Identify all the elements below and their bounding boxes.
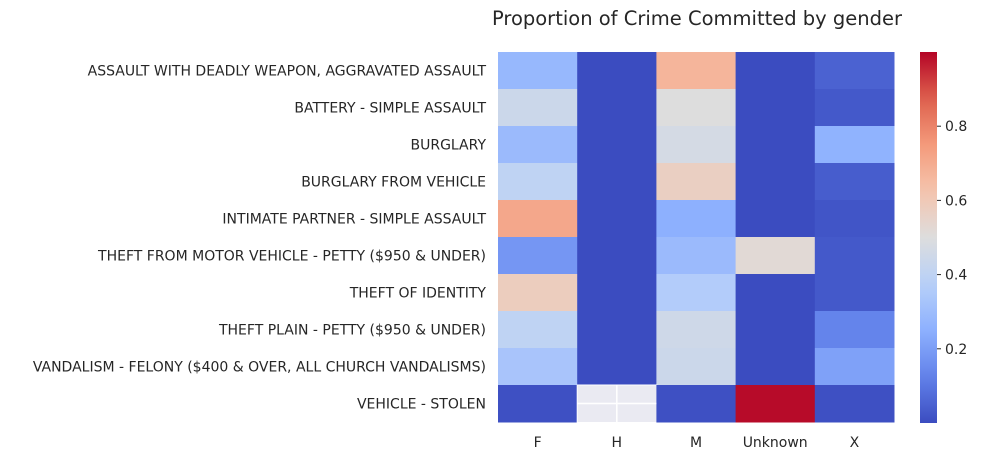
heatmap-cell xyxy=(498,163,578,201)
heatmap-cell xyxy=(814,348,895,386)
y-tick-label: VANDALISM - FELONY ($400 & OVER, ALL CHU… xyxy=(33,360,486,376)
heatmap-cell xyxy=(656,237,737,275)
heatmap-cell xyxy=(656,126,737,164)
x-axis-tick-labels: F H M Unknown X xyxy=(534,435,860,451)
heatmap-cell xyxy=(814,200,895,238)
y-tick-label: ASSAULT WITH DEADLY WEAPON, AGGRAVATED A… xyxy=(88,64,487,80)
heatmap-cell xyxy=(656,311,737,349)
heatmap-cells xyxy=(498,52,895,423)
heatmap-cell xyxy=(498,52,578,90)
chart-title: Proportion of Crime Committed by gender xyxy=(492,7,903,30)
y-tick-label: INTIMATE PARTNER - SIMPLE ASSAULT xyxy=(222,212,486,228)
y-tick-label: THEFT FROM MOTOR VEHICLE - PETTY ($950 &… xyxy=(97,249,486,265)
heatmap-cell xyxy=(656,200,737,238)
x-tick-label: F xyxy=(534,435,542,451)
heatmap-cell xyxy=(577,163,657,201)
colorbar-tick-label: 0.6 xyxy=(945,193,967,209)
heatmap-cell xyxy=(735,385,816,423)
heatmap-cell xyxy=(577,200,657,238)
heatmap-cell xyxy=(814,274,895,312)
heatmap-cell xyxy=(577,89,657,127)
y-tick-label: BURGLARY FROM VEHICLE xyxy=(301,175,486,191)
y-tick-label: BURGLARY xyxy=(410,138,486,154)
y-axis-tick-labels: ASSAULT WITH DEADLY WEAPON, AGGRAVATED A… xyxy=(33,64,487,413)
heatmap-cell xyxy=(498,385,578,423)
heatmap-cell xyxy=(577,311,657,349)
heatmap-cell xyxy=(814,385,895,423)
colorbar-ticks: 0.2 0.4 0.6 0.8 xyxy=(937,119,967,358)
heatmap-cell xyxy=(735,163,816,201)
heatmap-cell xyxy=(814,237,895,275)
heatmap-cell xyxy=(735,274,816,312)
heatmap-cell xyxy=(735,237,816,275)
heatmap-cell xyxy=(498,237,578,275)
heatmap-cell xyxy=(656,274,737,312)
heatmap-cell xyxy=(814,126,895,164)
heatmap-cell xyxy=(735,348,816,386)
heatmap-cell xyxy=(577,348,657,386)
colorbar xyxy=(920,52,937,423)
heatmap-cell xyxy=(656,163,737,201)
y-tick-label: BATTERY - SIMPLE ASSAULT xyxy=(294,101,486,117)
x-tick-label: H xyxy=(612,435,623,451)
heatmap-cell xyxy=(498,274,578,312)
heatmap-cell xyxy=(577,237,657,275)
heatmap-cell xyxy=(498,311,578,349)
heatmap-cell xyxy=(735,200,816,238)
heatmap-cell xyxy=(656,89,737,127)
heatmap-cell xyxy=(735,126,816,164)
colorbar-tick-label: 0.2 xyxy=(945,342,967,358)
heatmap-cell xyxy=(498,200,578,238)
y-tick-label: VEHICLE - STOLEN xyxy=(357,397,486,413)
heatmap-cell xyxy=(656,52,737,90)
heatmap-cell xyxy=(498,348,578,386)
heatmap-cell xyxy=(735,311,816,349)
x-tick-label: X xyxy=(850,435,860,451)
heatmap-cell xyxy=(814,311,895,349)
heatmap-cell xyxy=(577,126,657,164)
colorbar-tick-label: 0.8 xyxy=(945,119,967,135)
heatmap-cell xyxy=(498,89,578,127)
colorbar-tick-label: 0.4 xyxy=(945,268,967,284)
heatmap-cell xyxy=(656,348,737,386)
heatmap-cell xyxy=(814,163,895,201)
heatmap-cell xyxy=(735,52,816,90)
y-tick-label: THEFT PLAIN - PETTY ($950 & UNDER) xyxy=(218,323,486,339)
heatmap-cell xyxy=(814,89,895,127)
x-tick-label: Unknown xyxy=(743,435,808,451)
x-tick-label: M xyxy=(690,435,702,451)
heatmap-cell xyxy=(656,385,737,423)
heatmap-cell xyxy=(577,274,657,312)
heatmap-cell xyxy=(498,126,578,164)
heatmap-cell xyxy=(735,89,816,127)
heatmap-cell xyxy=(577,52,657,90)
heatmap-cell xyxy=(814,52,895,90)
y-tick-label: THEFT OF IDENTITY xyxy=(349,286,487,302)
